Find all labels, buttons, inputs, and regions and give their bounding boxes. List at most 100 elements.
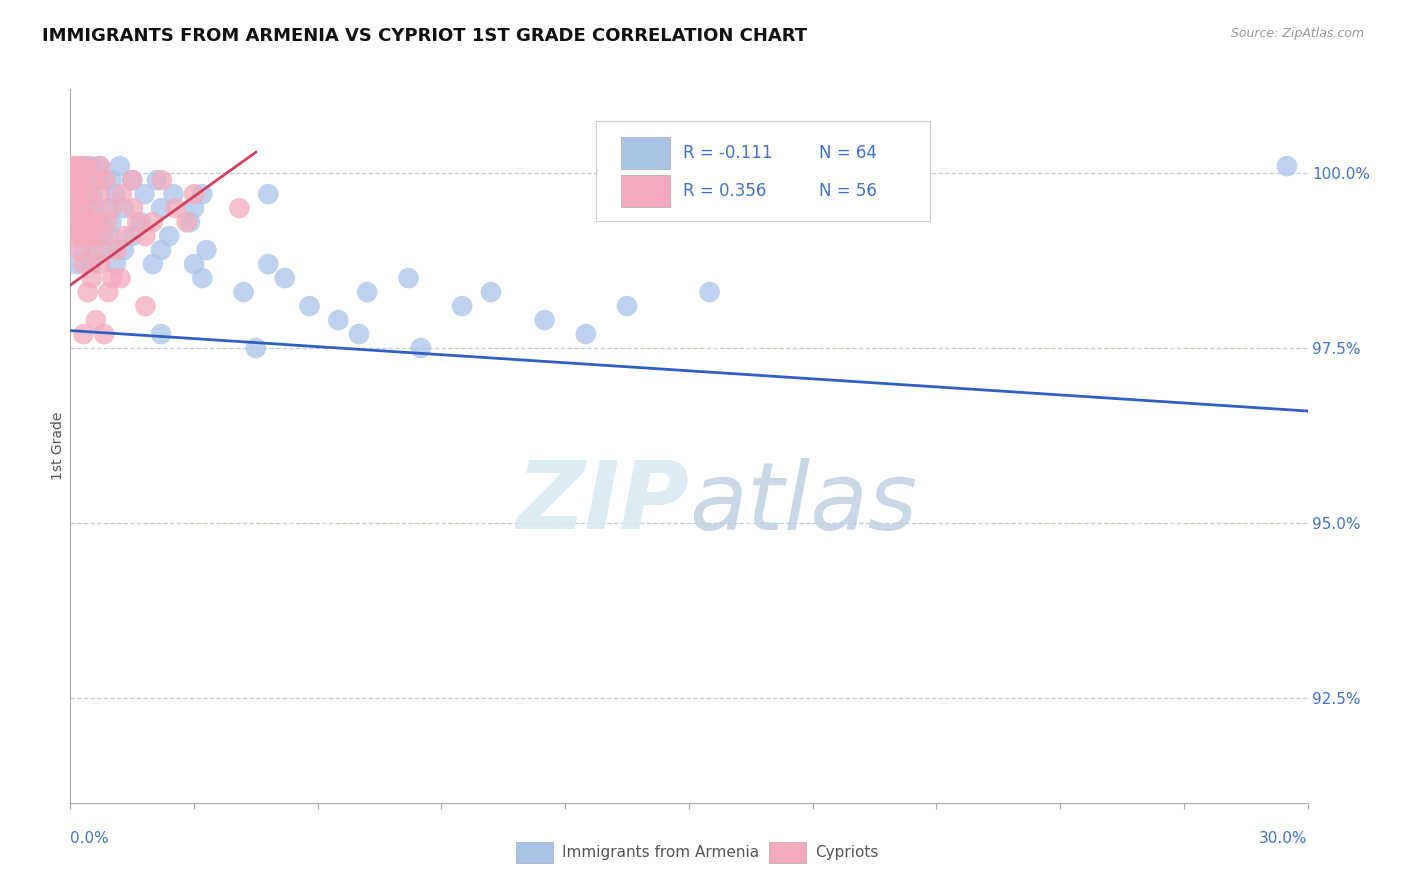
Point: [72, 327, 94, 342]
Point: [75, 159, 97, 173]
Point: [479, 285, 502, 299]
Point: [165, 201, 187, 215]
Point: [257, 257, 280, 271]
Point: [65, 159, 87, 173]
Point: [79, 215, 101, 229]
Text: Immigrants from Armenia: Immigrants from Armenia: [561, 846, 759, 860]
FancyBboxPatch shape: [516, 842, 553, 863]
Point: [699, 285, 721, 299]
Point: [89, 187, 111, 202]
Point: [67, 243, 90, 257]
Point: [67, 187, 90, 202]
Text: atlas: atlas: [689, 458, 917, 549]
Point: [89, 257, 111, 271]
Point: [298, 299, 321, 313]
Point: [146, 173, 169, 187]
Point: [451, 299, 474, 313]
Point: [80, 159, 103, 173]
Point: [67, 187, 90, 202]
Point: [142, 257, 165, 271]
Point: [83, 229, 105, 244]
Point: [347, 327, 370, 342]
Point: [108, 159, 131, 173]
Point: [93, 327, 115, 342]
Point: [616, 299, 638, 313]
Text: 30.0%: 30.0%: [1260, 831, 1308, 847]
Text: Cypriots: Cypriots: [815, 846, 879, 860]
Point: [162, 187, 184, 202]
Point: [80, 257, 103, 271]
Point: [232, 285, 254, 299]
Point: [150, 243, 173, 257]
Point: [62, 201, 84, 215]
Point: [84, 215, 107, 229]
Text: R = 0.356: R = 0.356: [683, 182, 766, 200]
Point: [69, 159, 91, 173]
FancyBboxPatch shape: [621, 175, 671, 207]
Point: [94, 173, 117, 187]
Point: [65, 229, 87, 244]
Point: [82, 173, 104, 187]
Point: [65, 201, 87, 215]
Point: [121, 173, 143, 187]
Point: [191, 271, 214, 285]
Point: [104, 257, 127, 271]
Text: Source: ZipAtlas.com: Source: ZipAtlas.com: [1230, 27, 1364, 40]
Point: [183, 257, 205, 271]
Point: [70, 173, 93, 187]
Point: [112, 243, 135, 257]
Point: [112, 201, 135, 215]
Point: [86, 173, 108, 187]
Point: [195, 243, 218, 257]
Point: [257, 187, 280, 202]
Text: IMMIGRANTS FROM ARMENIA VS CYPRIOT 1ST GRADE CORRELATION CHART: IMMIGRANTS FROM ARMENIA VS CYPRIOT 1ST G…: [42, 27, 807, 45]
Point: [134, 299, 156, 313]
Point: [76, 173, 98, 187]
Text: 0.0%: 0.0%: [70, 831, 110, 847]
Point: [91, 243, 114, 257]
Point: [101, 201, 124, 215]
Point: [65, 173, 87, 187]
Point: [101, 271, 124, 285]
Point: [66, 215, 89, 229]
Point: [122, 201, 145, 215]
FancyBboxPatch shape: [596, 121, 931, 221]
Point: [66, 215, 89, 229]
Point: [114, 229, 136, 244]
Point: [398, 271, 420, 285]
Point: [82, 187, 104, 202]
Point: [142, 215, 165, 229]
Point: [111, 187, 134, 202]
Point: [96, 215, 118, 229]
Point: [157, 229, 180, 244]
Text: ZIP: ZIP: [516, 457, 689, 549]
Point: [121, 173, 143, 187]
FancyBboxPatch shape: [621, 137, 671, 169]
Point: [183, 201, 205, 215]
Point: [65, 173, 87, 187]
Point: [127, 215, 149, 229]
Point: [104, 187, 127, 202]
Point: [1275, 159, 1298, 173]
Point: [63, 215, 86, 229]
Point: [63, 187, 86, 202]
Point: [97, 285, 120, 299]
Point: [356, 285, 378, 299]
Point: [274, 271, 297, 285]
Point: [83, 201, 105, 215]
Point: [409, 341, 432, 355]
Point: [328, 313, 350, 327]
Point: [89, 215, 111, 229]
Point: [60, 173, 83, 187]
Point: [80, 271, 103, 285]
Point: [105, 243, 128, 257]
Point: [100, 173, 122, 187]
Point: [72, 159, 94, 173]
Point: [65, 257, 87, 271]
Point: [134, 229, 156, 244]
Point: [79, 215, 101, 229]
Point: [89, 159, 111, 173]
Point: [121, 229, 143, 244]
Point: [89, 159, 111, 173]
Point: [76, 229, 98, 244]
